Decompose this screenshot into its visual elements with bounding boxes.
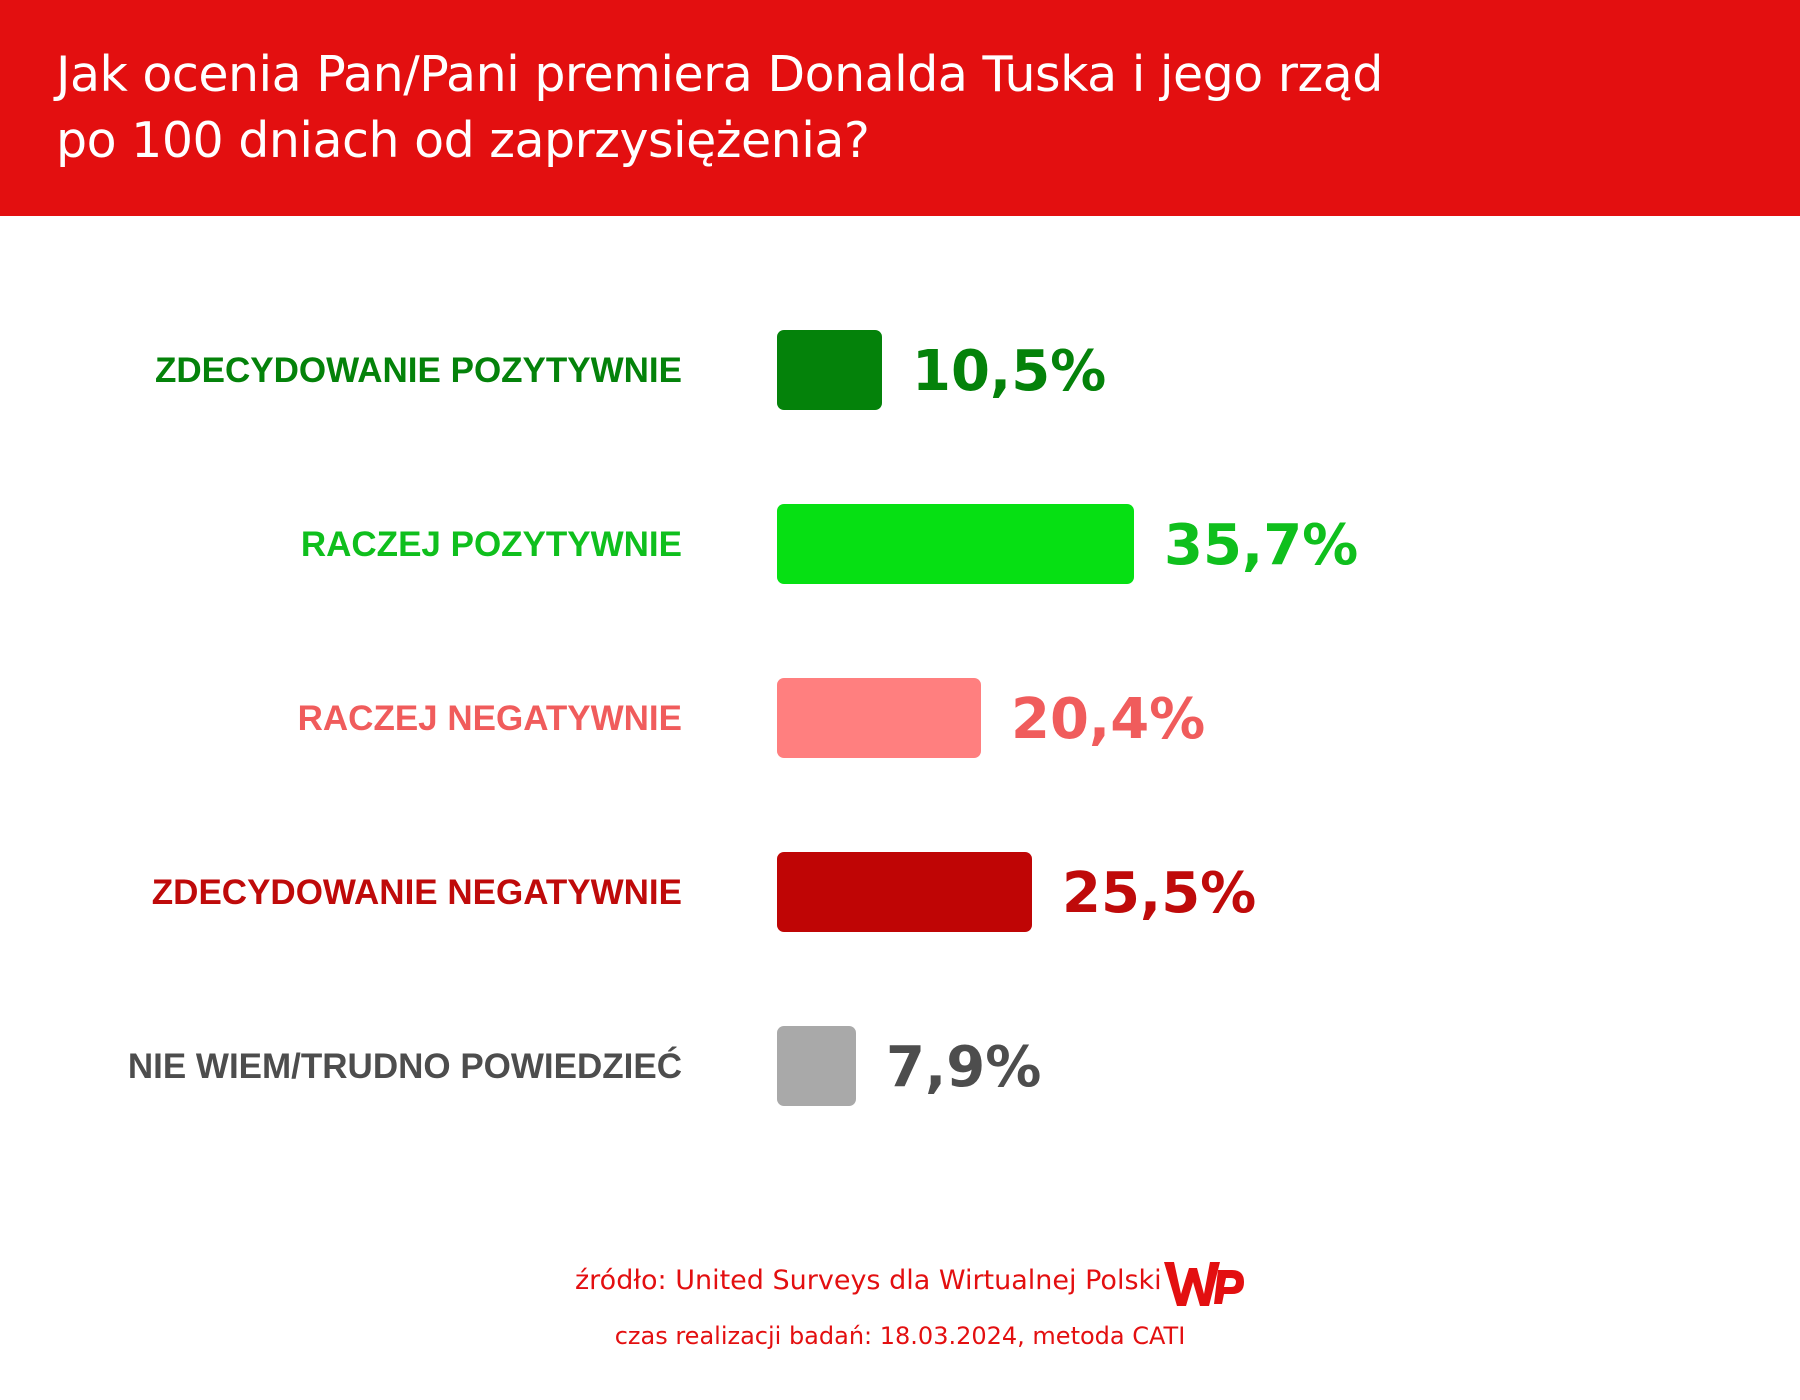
bar xyxy=(777,504,1134,584)
title-line-1: Jak ocenia Pan/Pani premiera Donalda Tus… xyxy=(56,46,1383,103)
category-label: ZDECYDOWANIE POZYTYWNIE xyxy=(155,351,682,390)
bar xyxy=(777,330,882,410)
category-label: NIE WIEM/TRUDNO POWIEDZIEĆ xyxy=(128,1046,682,1086)
value-label: 10,5% xyxy=(912,339,1106,404)
survey-time-text: czas realizacji badań: 18.03.2024, metod… xyxy=(614,1322,1186,1350)
bar-chart: ZDECYDOWANIE POZYTYWNIE 10,5% RACZEJ POZYT… xyxy=(128,330,1358,1106)
wp-logo xyxy=(1164,1262,1244,1306)
category-label: RACZEJ NEGATYWNIE xyxy=(298,699,682,738)
page-title: Jak ocenia Pan/Pani premiera Donalda Tus… xyxy=(56,42,1556,174)
value-label: 35,7% xyxy=(1164,513,1358,578)
value-label: 20,4% xyxy=(1011,687,1205,752)
bar xyxy=(777,1026,856,1106)
header-banner: Jak ocenia Pan/Pani premiera Donalda Tus… xyxy=(0,0,1800,216)
title-line-2: po 100 dniach od zaprzysiężenia? xyxy=(56,112,870,169)
source-text: źródło: United Surveys dla Wirtualnej Po… xyxy=(575,1265,1162,1296)
value-label: 7,9% xyxy=(886,1035,1041,1100)
category-label: ZDECYDOWANIE NEGATYWNIE xyxy=(152,873,682,912)
bar xyxy=(777,678,981,758)
bar xyxy=(777,852,1032,932)
value-label: 25,5% xyxy=(1062,861,1256,926)
category-label: RACZEJ POZYTYWNIE xyxy=(301,525,682,564)
